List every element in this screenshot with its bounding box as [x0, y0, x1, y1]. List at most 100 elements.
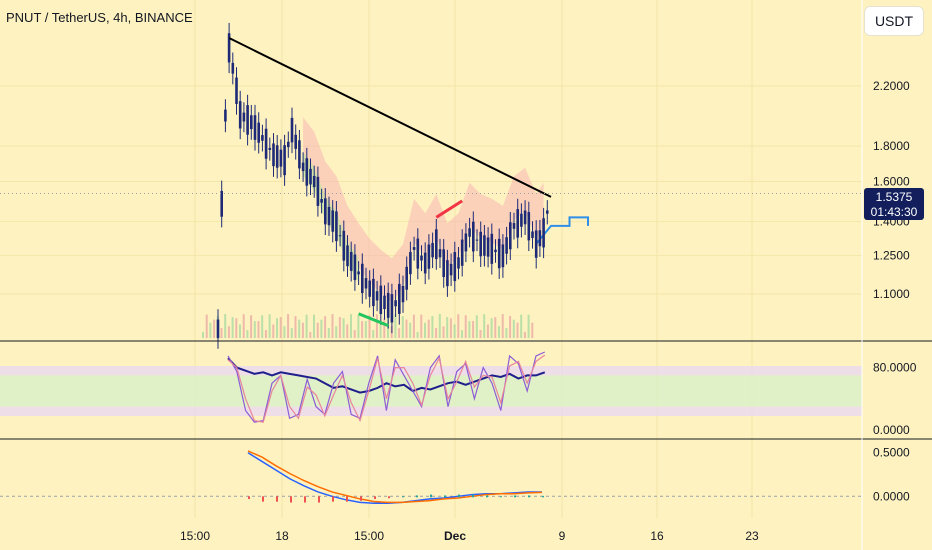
time-tick-label-6: 23 — [745, 529, 759, 543]
volume-bar — [279, 317, 282, 338]
volume-bar — [335, 326, 338, 338]
candle-body — [294, 134, 297, 149]
macd-histogram-bar — [374, 496, 376, 500]
macd-histogram-bar — [248, 496, 250, 500]
volume-bar — [313, 314, 315, 338]
candle-body — [497, 238, 501, 269]
volume-bar — [261, 315, 264, 338]
candle-body — [305, 158, 309, 186]
volume-bar — [442, 326, 445, 338]
candle-body — [412, 247, 416, 250]
macd-histogram-bar — [402, 496, 404, 498]
candle-body — [257, 122, 260, 143]
volume-bar — [327, 328, 330, 338]
volume-bar — [305, 314, 308, 338]
volume-bar — [483, 314, 486, 338]
volume-bar — [431, 316, 434, 338]
candle-body — [486, 237, 490, 257]
volume-bar — [246, 330, 249, 338]
volume-bar — [401, 316, 404, 338]
volume-bar — [435, 328, 438, 338]
volume-bar — [301, 322, 304, 338]
green-trend-segment — [358, 312, 389, 328]
candle-body — [398, 283, 401, 314]
candle-body — [224, 109, 227, 122]
macd-histogram-bar — [332, 496, 334, 502]
macd-histogram-bar — [528, 495, 530, 498]
candle-body — [290, 117, 294, 143]
volume-bar — [276, 318, 278, 338]
candle-body — [501, 244, 505, 268]
macd-histogram-bar — [262, 496, 264, 502]
candle-body — [342, 230, 346, 261]
candle-body — [316, 176, 320, 206]
volume-bar — [449, 318, 452, 338]
candle-body — [272, 143, 275, 167]
time-tick-label-0: 15:00 — [180, 529, 210, 543]
volume-bar — [409, 322, 412, 338]
volume-bar — [364, 321, 367, 338]
candle-body — [338, 235, 342, 237]
macd-histogram-bar — [472, 494, 474, 498]
volume-bar — [361, 321, 364, 338]
volume-bar — [205, 314, 208, 338]
macd-histogram-bar — [416, 495, 418, 498]
volume-bar — [412, 314, 415, 338]
volume-bar — [253, 321, 256, 338]
candle-body — [235, 77, 238, 104]
ichimoku-cloud-bearish — [303, 117, 544, 303]
volume-bar — [309, 331, 312, 338]
volume-bar — [316, 322, 319, 338]
volume-bar — [383, 318, 386, 338]
candle-body — [527, 212, 531, 241]
candle-body — [379, 285, 383, 315]
volume-bar — [523, 331, 526, 338]
candle-body — [483, 235, 486, 256]
volume-bar — [398, 328, 401, 338]
volume-bar — [527, 314, 530, 338]
candle-body — [494, 249, 497, 253]
volume-bar — [468, 321, 471, 338]
price-tick-label-2: 1.6000 — [873, 174, 910, 188]
volume-bar — [461, 330, 463, 338]
volume-bar — [298, 319, 301, 338]
volume-bar — [420, 314, 423, 338]
currency-button[interactable]: USDT — [864, 6, 924, 36]
macd-tick-label-0: 0.5000 — [873, 446, 910, 460]
candle-body — [298, 140, 301, 169]
volume-bar — [490, 318, 493, 338]
candle-body — [546, 210, 549, 214]
candle-body — [250, 115, 253, 130]
time-tick-label-1: 18 — [275, 529, 289, 543]
volume-bar — [224, 314, 227, 338]
cloud-ahead-edge — [535, 216, 589, 245]
volume-bar — [427, 319, 430, 338]
macd-histogram-bar — [304, 496, 306, 503]
rsi-neutral-band — [0, 375, 862, 407]
candle-body — [320, 199, 323, 203]
price-badge-countdown: 01:43:30 — [871, 205, 918, 219]
volume-bar — [405, 319, 408, 338]
macd-histogram-bar — [514, 495, 516, 498]
candle-body — [523, 210, 527, 225]
candle-body — [505, 237, 508, 254]
price-badge — [864, 188, 924, 220]
volume-bar — [375, 314, 378, 338]
rsi-overbought-band — [0, 366, 862, 376]
macd-tick-label-1: 0.0000 — [873, 489, 910, 503]
candle-body — [231, 62, 235, 74]
volume-bar — [353, 330, 356, 338]
candle-body — [460, 239, 464, 266]
candle-body — [349, 251, 353, 271]
candle-body — [427, 244, 431, 269]
macd-histogram-bar — [500, 496, 502, 498]
volume-bar — [257, 321, 260, 338]
candle-body — [264, 128, 268, 159]
trendline-descending — [228, 37, 552, 198]
candle-body — [238, 101, 242, 129]
candle-body — [394, 300, 397, 307]
candle-body — [449, 263, 453, 276]
volume-bar — [457, 314, 460, 338]
